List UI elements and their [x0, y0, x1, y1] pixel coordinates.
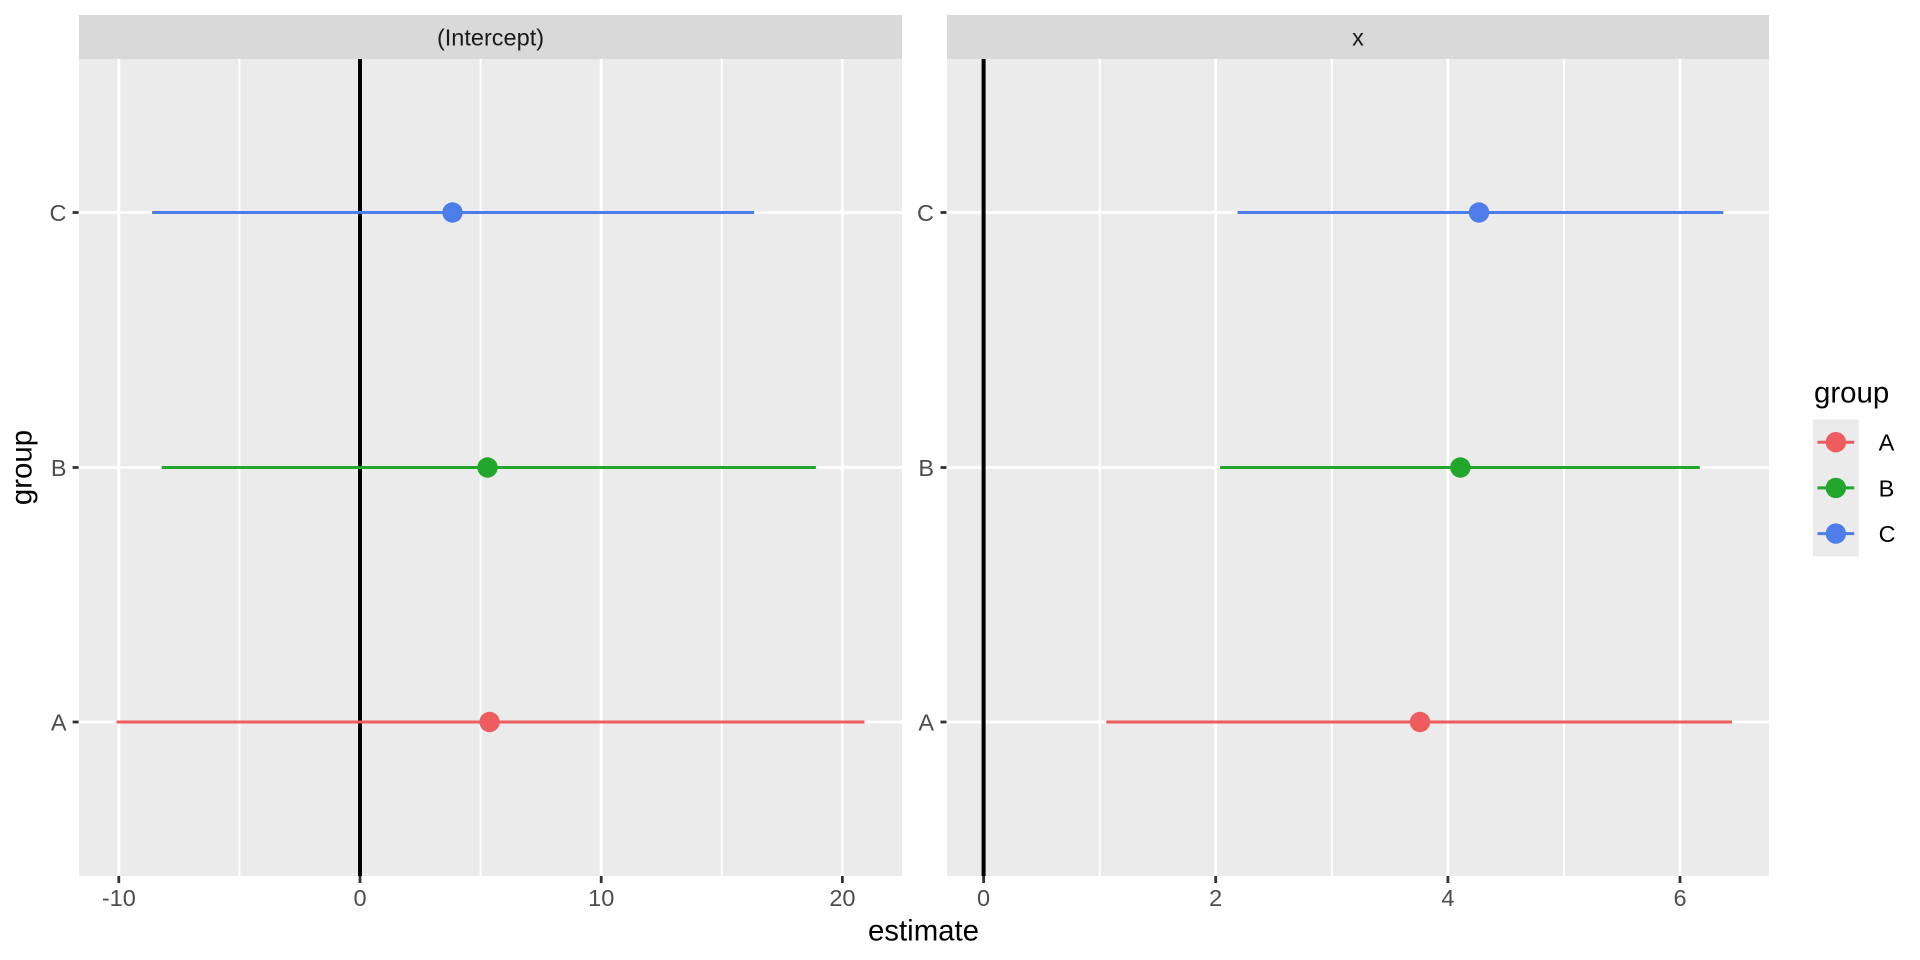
- svg-text:B: B: [918, 455, 934, 481]
- svg-text:(Intercept): (Intercept): [437, 25, 544, 51]
- svg-text:4: 4: [1441, 885, 1454, 911]
- svg-text:C: C: [917, 200, 934, 226]
- svg-text:6: 6: [1673, 885, 1686, 911]
- svg-text:group: group: [6, 430, 39, 505]
- svg-text:C: C: [50, 200, 67, 226]
- svg-text:-10: -10: [102, 885, 136, 911]
- svg-text:B: B: [1879, 475, 1895, 501]
- svg-text:A: A: [51, 709, 67, 735]
- svg-text:10: 10: [588, 885, 614, 911]
- svg-text:C: C: [1879, 521, 1896, 547]
- svg-text:x: x: [1352, 25, 1364, 51]
- svg-text:20: 20: [829, 885, 855, 911]
- svg-text:estimate: estimate: [868, 915, 979, 948]
- svg-text:A: A: [1879, 430, 1895, 456]
- svg-text:B: B: [51, 455, 67, 481]
- svg-text:0: 0: [977, 885, 990, 911]
- svg-text:group: group: [1814, 377, 1889, 410]
- svg-text:0: 0: [353, 885, 366, 911]
- svg-text:A: A: [918, 709, 934, 735]
- svg-text:2: 2: [1209, 885, 1222, 911]
